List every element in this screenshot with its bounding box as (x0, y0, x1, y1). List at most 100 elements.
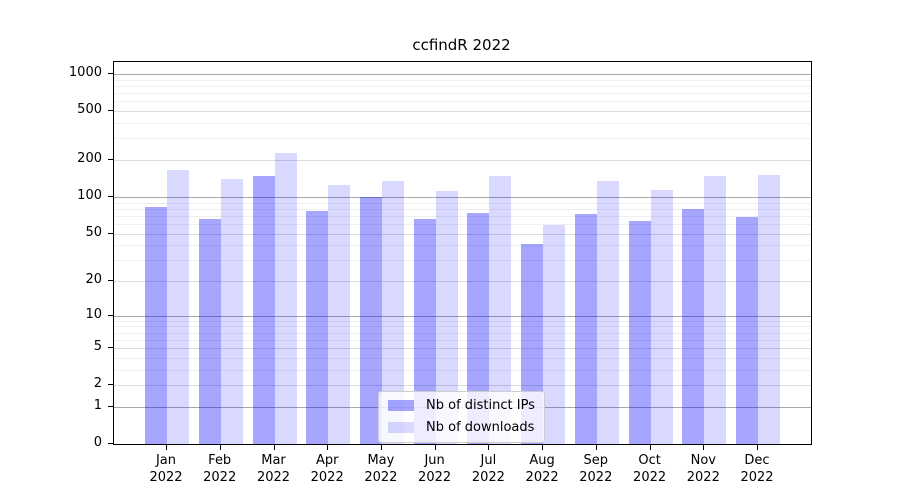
gridline-8 (114, 326, 811, 328)
xtick-mark-may (380, 445, 382, 450)
bar-may-distinct-ips (359, 196, 382, 444)
xtick-label-jan: Jan 2022 (149, 453, 183, 485)
gridline-5 (114, 348, 811, 350)
bar-jun-distinct-ips (413, 218, 436, 444)
ytick-mark-5 (108, 347, 113, 349)
ytick-label-100: 100 (77, 187, 102, 203)
bar-jul-distinct-ips (467, 212, 490, 444)
gridline-100 (114, 196, 811, 198)
gridline-800 (114, 86, 811, 87)
ytick-mark-1 (108, 405, 113, 407)
legend-label-distinct-ips: Nb of distinct IPs (426, 398, 535, 413)
bar-sep-downloads (596, 180, 619, 444)
bar-oct-distinct-ips (628, 220, 651, 444)
bar-jan-downloads (167, 170, 189, 444)
legend-item-distinct-ips: Nb of distinct IPs (388, 397, 535, 414)
ytick-mark-200 (108, 159, 113, 160)
legend-item-downloads: Nb of downloads (388, 419, 535, 436)
chart-title: ccfindR 2022 (412, 36, 511, 54)
bar-feb-distinct-ips (198, 218, 221, 444)
gridline-20 (114, 281, 811, 282)
xtick-label-mar: Mar 2022 (256, 453, 291, 485)
gridline-9 (114, 320, 811, 322)
xtick-label-aug: Aug 2022 (525, 453, 559, 485)
gridline-80 (114, 208, 811, 210)
ytick-mark-0 (108, 443, 113, 444)
bar-nov-distinct-ips (682, 209, 705, 444)
ytick-label-1: 1 (93, 397, 102, 413)
bar-may-downloads (381, 180, 404, 444)
bar-apr-downloads (328, 184, 351, 444)
gridline-10 (114, 315, 811, 317)
bar-oct-downloads (650, 189, 673, 444)
xtick-mark-nov (703, 445, 705, 450)
xtick-mark-oct (649, 445, 651, 450)
xtick-mark-mar (273, 445, 275, 450)
gridline-700 (114, 93, 811, 95)
bar-dec-distinct-ips (736, 216, 758, 444)
bar-mar-downloads (274, 152, 297, 444)
ytick-mark-2 (108, 384, 113, 386)
ytick-mark-10 (108, 314, 113, 316)
bar-aug-downloads (543, 224, 566, 444)
gridline-1000 (114, 74, 811, 76)
gridline-30 (114, 260, 811, 262)
ytick-label-2: 2 (93, 376, 102, 392)
bar-apr-distinct-ips (306, 210, 329, 444)
xtick-label-sep: Sep 2022 (579, 453, 613, 485)
xtick-label-jun: Jun 2022 (418, 453, 452, 485)
ytick-label-5: 5 (93, 339, 102, 355)
gridline-70 (114, 215, 811, 217)
gridline-600 (114, 101, 811, 103)
bar-feb-downloads (220, 178, 243, 444)
xtick-mark-jan (166, 445, 167, 450)
gridline-90 (114, 202, 811, 204)
gridline-7 (114, 332, 811, 334)
gridline-2 (114, 385, 811, 387)
legend-label-downloads: Nb of downloads (426, 420, 535, 435)
gridline-40 (114, 245, 811, 247)
bar-dec-downloads (758, 175, 780, 444)
ytick-mark-100 (108, 195, 113, 197)
gridline-6 (114, 339, 811, 341)
xtick-mark-jun (434, 445, 436, 450)
bar-jun-downloads (435, 190, 458, 444)
ytick-mark-50 (108, 232, 113, 234)
bar-jul-downloads (489, 175, 512, 444)
ytick-mark-1000 (108, 73, 113, 75)
gridline-4 (114, 357, 811, 359)
xtick-mark-feb (219, 445, 221, 450)
gridline-3 (114, 369, 811, 371)
xtick-mark-sep (595, 445, 597, 450)
xtick-label-apr: Apr 2022 (310, 453, 344, 485)
bar-mar-distinct-ips (252, 176, 275, 444)
xtick-label-jul: Jul 2022 (471, 453, 505, 485)
xtick-mark-dec (757, 445, 758, 450)
ytick-label-1000: 1000 (68, 65, 102, 81)
ytick-label-500: 500 (77, 102, 102, 118)
gridline-900 (114, 79, 811, 81)
xtick-label-may: May 2022 (364, 453, 398, 485)
ytick-label-10: 10 (85, 306, 102, 322)
ytick-label-20: 20 (85, 272, 102, 287)
bar-jan-distinct-ips (145, 207, 167, 444)
xtick-label-dec: Dec 2022 (740, 453, 774, 485)
xtick-mark-aug (542, 445, 544, 450)
legend: Nb of distinct IPs Nb of downloads (378, 391, 545, 443)
gridline-300 (114, 138, 811, 140)
xtick-label-nov: Nov 2022 (686, 453, 720, 485)
ytick-mark-20 (108, 280, 113, 281)
legend-swatch-downloads-icon (388, 422, 414, 433)
ytick-label-0: 0 (93, 435, 102, 450)
gridline-50 (114, 233, 811, 235)
xtick-mark-apr (327, 445, 329, 450)
legend-swatch-distinct-ips-icon (388, 400, 414, 411)
plot-area (113, 61, 812, 445)
gridline-500 (114, 111, 811, 113)
gridline-200 (114, 160, 811, 161)
bar-nov-downloads (704, 176, 727, 444)
ytick-mark-500 (108, 110, 113, 112)
xtick-label-oct: Oct 2022 (633, 453, 667, 485)
ytick-label-200: 200 (77, 151, 102, 166)
